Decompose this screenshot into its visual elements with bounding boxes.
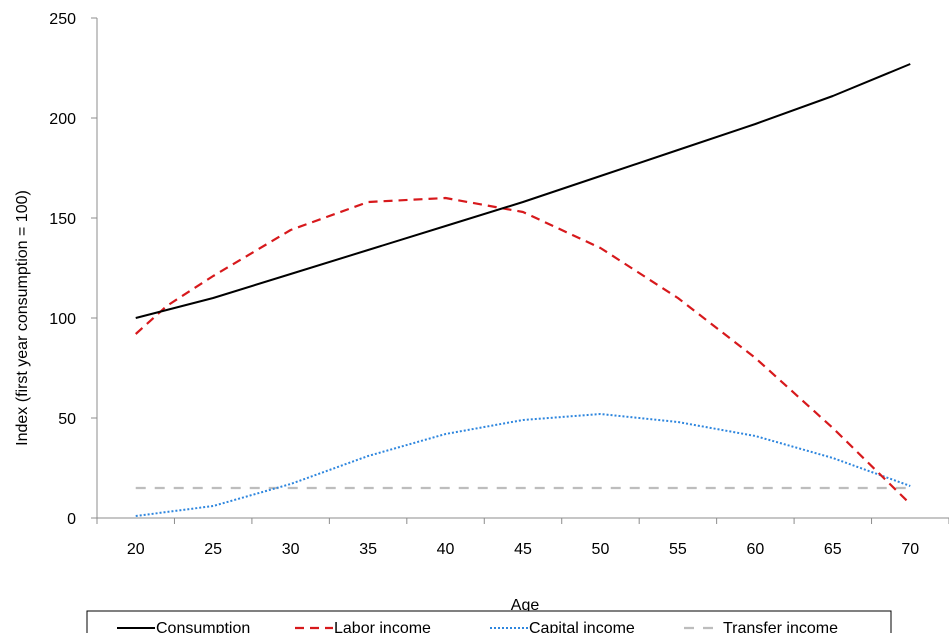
series-line-capital-income bbox=[135, 413, 911, 517]
x-tick-label: 55 bbox=[669, 541, 687, 558]
legend-label-labor-income: Labor income bbox=[334, 620, 431, 633]
legend-label-transfer-income: Transfer income bbox=[723, 620, 838, 633]
y-tick-label: 150 bbox=[49, 211, 76, 228]
x-ticks: 20 25 30 35 40 45 50 55 60 65 70 bbox=[96, 518, 949, 558]
legend-label-capital-income: Capital income bbox=[529, 620, 635, 633]
x-tick-label: 25 bbox=[204, 541, 222, 558]
x-tick-label: 50 bbox=[592, 541, 610, 558]
y-tick-label: 250 bbox=[49, 11, 76, 28]
y-ticks: 0 50 100 150 200 250 bbox=[49, 11, 97, 528]
legend-label-consumption: Consumption bbox=[156, 620, 250, 633]
x-tick-label: 70 bbox=[901, 541, 919, 558]
axes: 0 50 100 150 200 250 20 25 30 35 40 45 50 55 60 65 70 bbox=[49, 11, 949, 558]
series-line-labor-income bbox=[134, 196, 912, 505]
y-tick-label: 100 bbox=[49, 311, 76, 328]
x-tick-label: 40 bbox=[437, 541, 455, 558]
x-tick-label: 30 bbox=[282, 541, 300, 558]
x-tick-label: 65 bbox=[824, 541, 842, 558]
y-tick-label: 50 bbox=[58, 411, 76, 428]
x-tick-label: 60 bbox=[746, 541, 764, 558]
y-axis-title: Index (first year consumption = 100) bbox=[14, 190, 31, 446]
series-line-consumption bbox=[135, 63, 911, 319]
x-axis-title: Age bbox=[511, 597, 540, 614]
y-tick-label: 0 bbox=[67, 511, 76, 528]
y-tick-label: 200 bbox=[49, 111, 76, 128]
x-tick-label: 45 bbox=[514, 541, 532, 558]
x-tick-label: 20 bbox=[127, 541, 145, 558]
x-tick-label: 35 bbox=[359, 541, 377, 558]
series-layer bbox=[134, 63, 912, 517]
legend: Consumption Labor income Capital income Tra… bbox=[86, 610, 892, 633]
